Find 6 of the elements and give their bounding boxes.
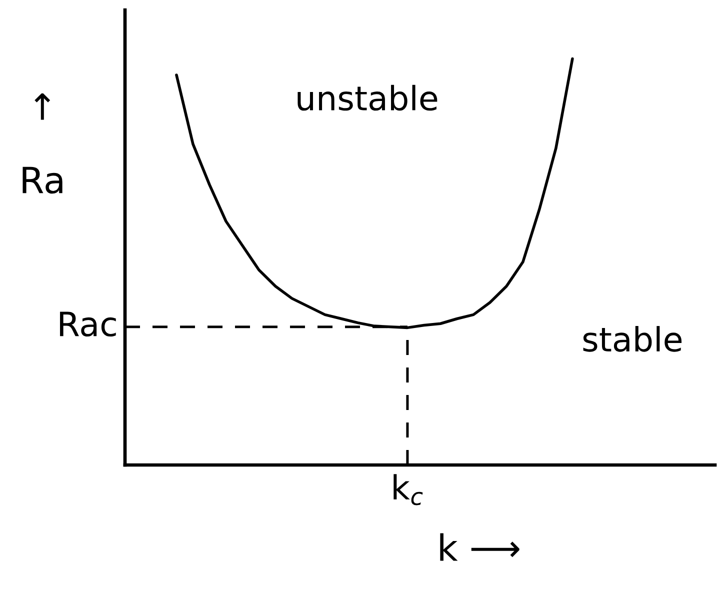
ref-line-label: Rac xyxy=(60,312,116,337)
text: k$_{c}$ xyxy=(394,474,423,506)
annotation: unstable xyxy=(298,84,438,111)
text: ↑ Ra xyxy=(22,93,62,194)
text: stable xyxy=(583,326,682,352)
x-axis-title: k ⟶ xyxy=(440,533,520,561)
